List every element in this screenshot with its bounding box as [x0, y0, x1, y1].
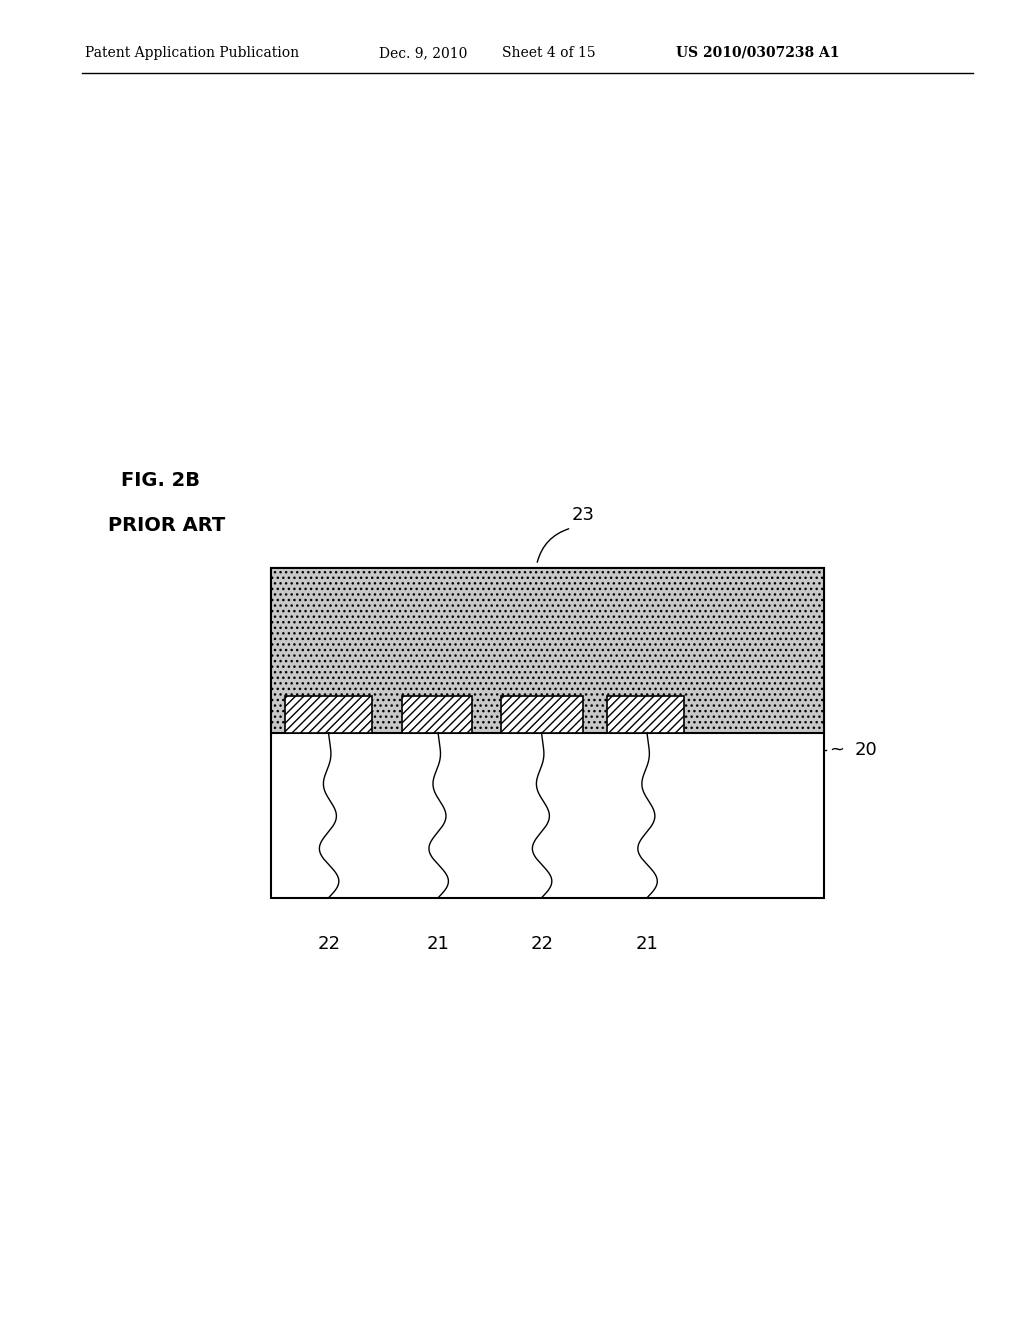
Text: PRIOR ART: PRIOR ART — [108, 516, 225, 535]
Text: 23: 23 — [571, 506, 594, 524]
Bar — [402, 696, 472, 733]
Text: 20: 20 — [855, 741, 878, 759]
Text: Dec. 9, 2010: Dec. 9, 2010 — [379, 46, 467, 59]
Text: 21: 21 — [636, 935, 658, 953]
Bar — [271, 568, 824, 898]
Text: Patent Application Publication: Patent Application Publication — [85, 46, 299, 59]
Bar — [271, 568, 824, 733]
Text: US 2010/0307238 A1: US 2010/0307238 A1 — [676, 46, 840, 59]
Text: FIG. 2B: FIG. 2B — [121, 471, 200, 490]
Bar — [607, 696, 684, 733]
Text: 21: 21 — [427, 935, 450, 953]
Text: Sheet 4 of 15: Sheet 4 of 15 — [502, 46, 595, 59]
Text: 22: 22 — [530, 935, 553, 953]
Bar — [285, 696, 372, 733]
Bar — [501, 696, 583, 733]
Text: 22: 22 — [317, 935, 340, 953]
Text: ~: ~ — [829, 741, 845, 759]
